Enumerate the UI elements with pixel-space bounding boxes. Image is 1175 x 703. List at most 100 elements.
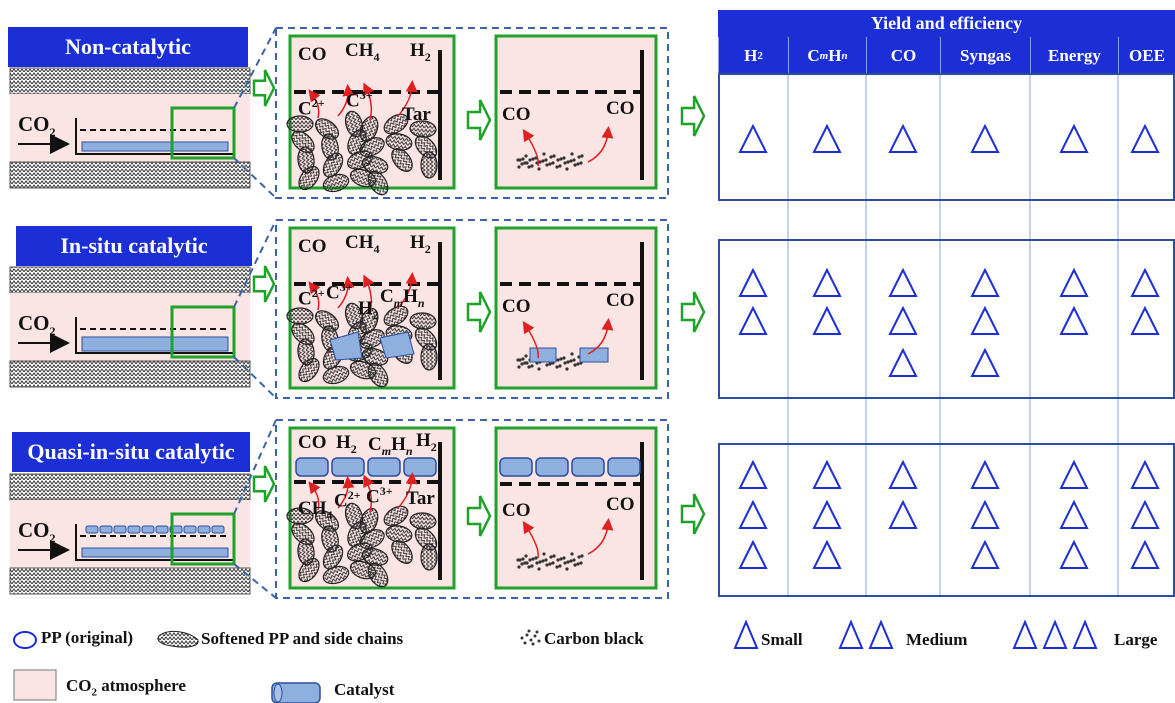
carbon-black-dot [565,167,569,171]
softened-pp-particle [383,305,409,327]
catalyst-pellet [571,457,605,477]
rating-triangle [1130,499,1160,529]
catalyst-pellet [367,457,401,477]
species-label: C3+ [346,88,373,112]
carbon-black-dot [520,562,524,566]
column-header-2: CO [866,37,940,74]
carbon-black-dot [555,165,559,169]
catalyst-pellet [99,525,113,534]
zoom-line [233,219,277,308]
softened-pp-particle [322,152,344,178]
legend-medium-label: Medium [906,630,968,649]
catalyst-pellet [197,525,211,534]
rating-triangle [1130,539,1160,569]
rating-triangle [1130,123,1160,153]
carbon-black-dot [538,560,542,564]
species-label: CO [502,296,531,317]
flow-arrow-icon [680,493,706,535]
softened-pp-particle [322,544,344,570]
row-title-quasi-in-situ: Quasi-in-situ catalytic [12,432,250,472]
magnified-view-insitu [233,219,669,399]
gas-release-arrow [397,472,418,509]
carbon-black-dot [541,159,545,163]
carbon-black-dot [537,167,541,171]
rating-triangle [970,347,1000,377]
gas-release-arrow [308,481,321,511]
species-label: CO [298,432,327,453]
zoom-line [233,419,277,515]
gas-release-arrow [363,82,375,121]
spent-catalyst [529,347,557,363]
carbon-black-dot [551,561,555,565]
carbon-black-dot [558,564,562,568]
flow-arrow-icon [252,465,276,503]
column-header-5: OEE [1118,37,1175,74]
carbon-black-dot [559,557,563,561]
rating-triangle [1059,459,1089,489]
carbon-black-dot [530,164,534,168]
softened-pp-particle [314,118,340,140]
softened-pp-particle [383,113,409,135]
rating-triangle [812,123,842,153]
species-label: CH4 [345,40,380,64]
species-label: CO [606,290,635,311]
zoom-line [233,157,277,199]
carbon-black-dot [520,162,524,166]
carbon-black-dot [517,365,521,369]
species-label: CO [298,236,327,257]
carbon-black-dot [555,365,559,369]
species-label: H2 [416,430,437,454]
rating-triangle [1130,305,1160,335]
carbon-black-dot [527,365,531,369]
carbon-black-dot [528,158,532,162]
catalyst-icon [271,682,321,703]
species-label: C2+ [298,96,325,120]
softened-pp-particle [420,543,438,571]
zoom-line [233,356,277,399]
rating-triangle [812,459,842,489]
carbon-black-dot [579,161,583,165]
gas-release-arrow [522,128,539,167]
table-block [718,443,1175,597]
carbon-black-dot [531,157,535,161]
gas-release-arrow [363,274,375,313]
rating-triangle [812,305,842,335]
softened-pp-particle [291,130,315,154]
zoom-box [170,106,236,160]
carbon-black-dot [577,555,581,559]
softened-pp-particle [420,151,438,179]
heater-top [9,266,251,294]
rating-triangle [812,267,842,297]
carbon-black-dot [541,559,545,563]
legend-catalyst-label: Catalyst [334,680,395,699]
carbon-black-dot [517,565,521,569]
carbon-black-dot [577,155,581,159]
rating-triangle [1059,305,1089,335]
table-block [718,239,1175,399]
sample-layer [81,547,229,558]
flow-arrow-icon [466,291,492,333]
carbon-black-dot [527,565,531,569]
softened-pp-particle [322,565,350,585]
carbon-black-icon [520,629,541,646]
carbon-black-dot [563,361,567,365]
reactor-quasi [9,473,251,595]
dashed-frame [275,419,669,599]
softened-pp-particle [298,165,320,191]
co2-atmosphere-swatch [13,669,57,701]
softened-pp-particle [291,322,315,346]
rating-triangle [970,305,1000,335]
softened-pp-particle [298,557,320,583]
zoom-line [233,563,277,599]
softened-pp-particle [367,170,389,196]
table-title: Yield and efficiency [718,10,1175,37]
carbon-black-dot [542,552,546,556]
carbon-black-dot [573,563,577,567]
heater-bottom [9,360,251,388]
sample-layer [81,336,229,352]
carbon-black-dot [551,161,555,165]
catalyst-pellet [211,525,225,534]
column-header-3: Syngas [940,37,1030,74]
